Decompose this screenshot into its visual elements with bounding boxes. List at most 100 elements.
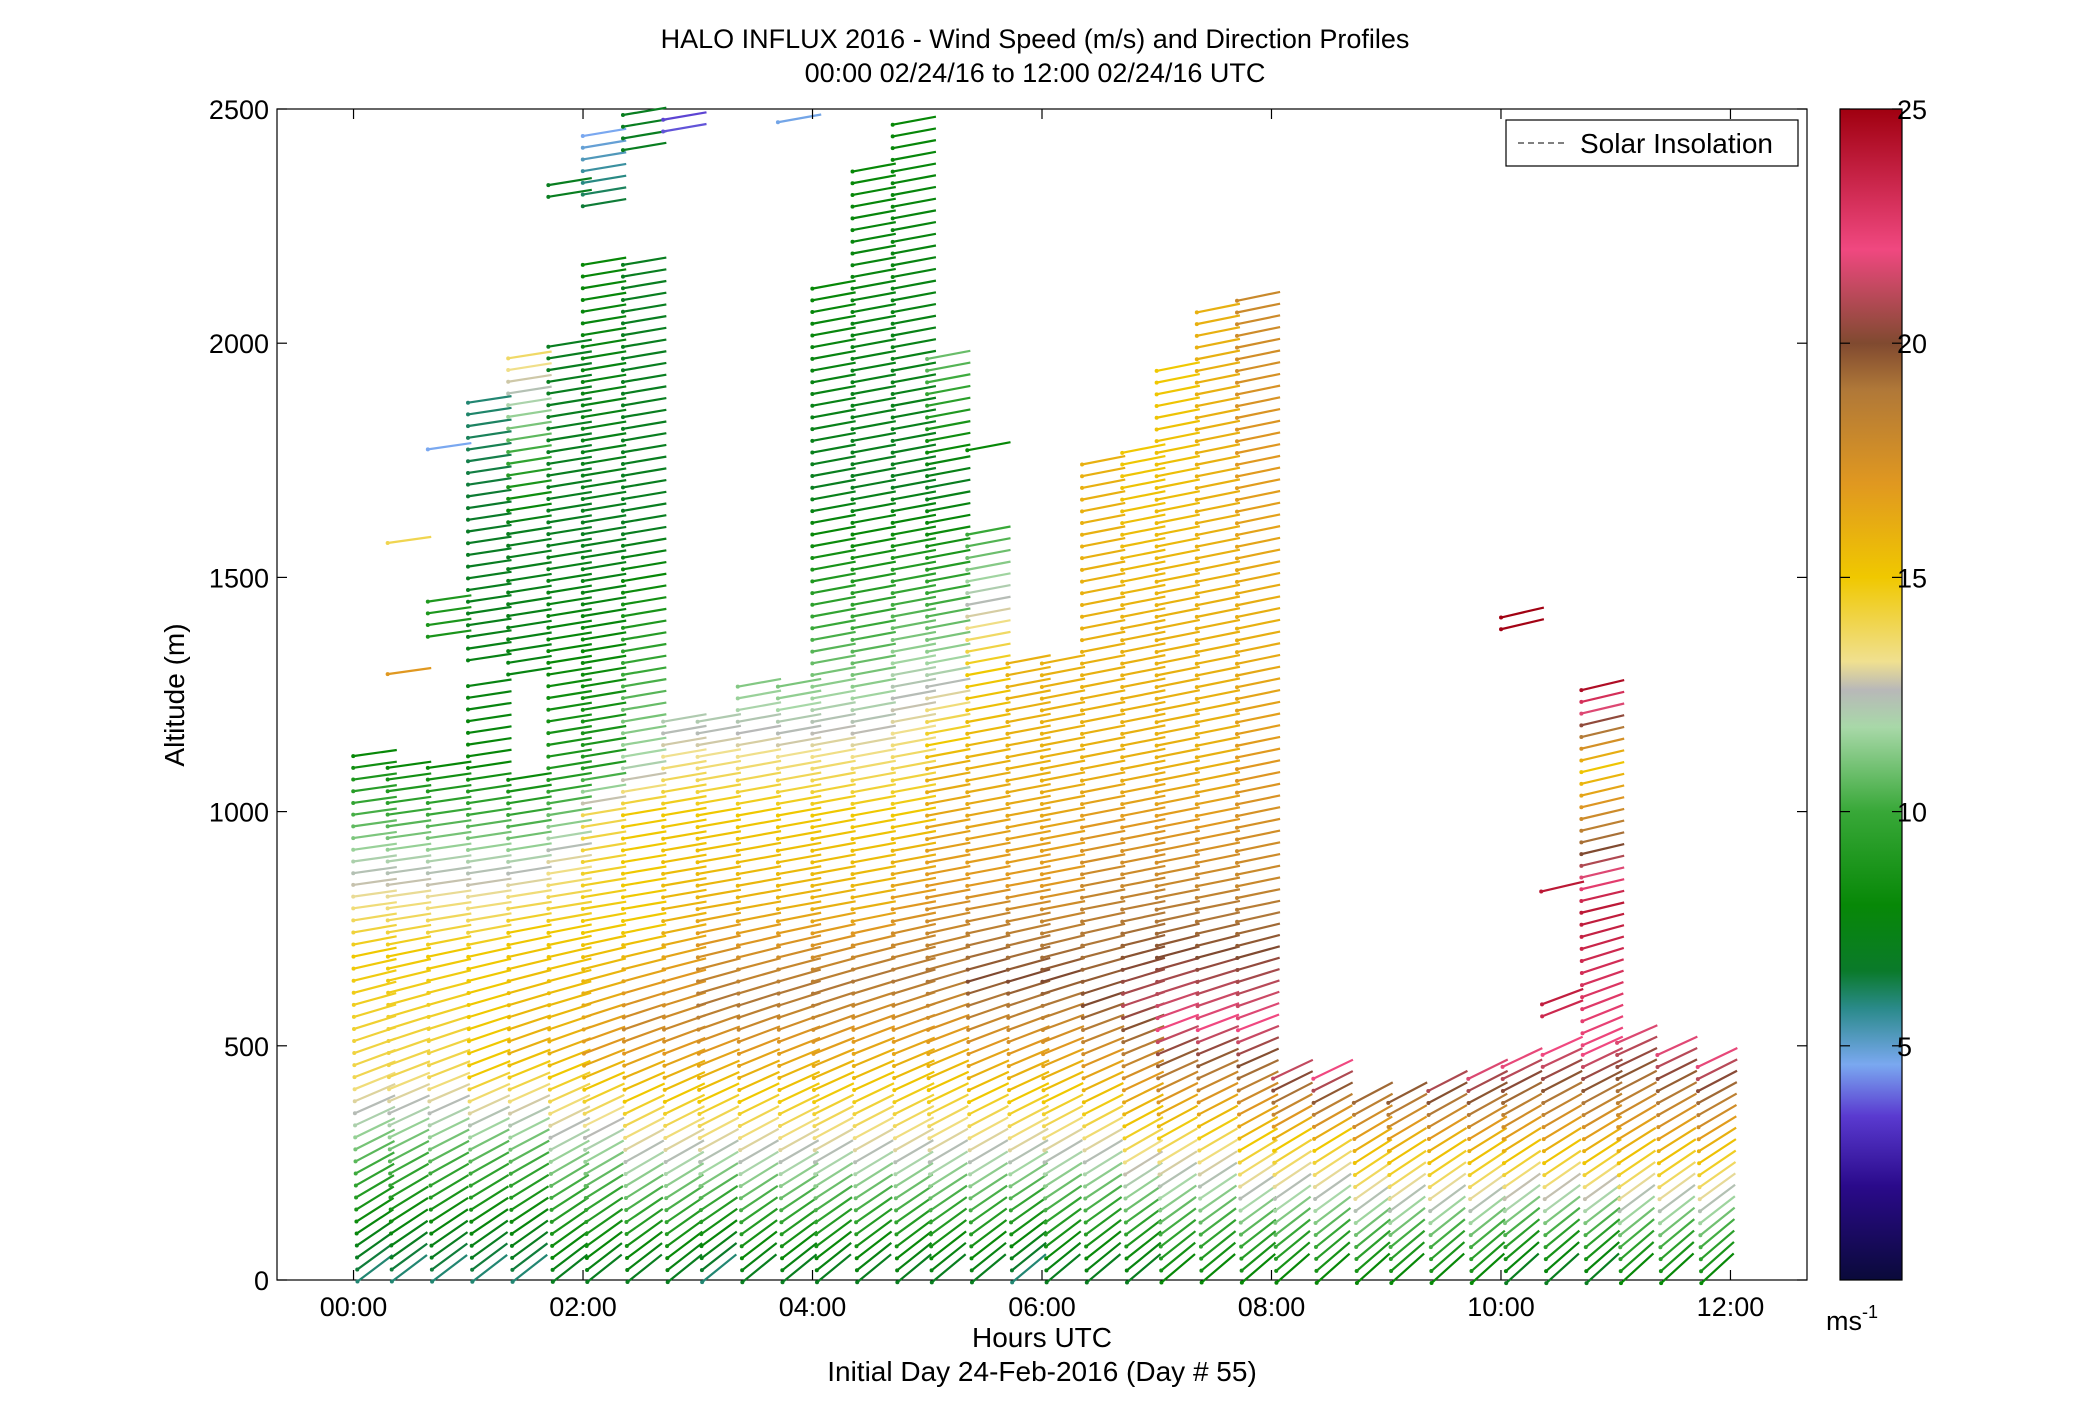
wind-barb [892, 689, 937, 700]
wind-barb-origin [582, 1075, 587, 1080]
wind-barb-origin [891, 1015, 896, 1020]
wind-barb [548, 176, 592, 187]
wind-barb [1156, 490, 1201, 501]
wind-barb-origin [1584, 1281, 1589, 1286]
wind-barb-origin [965, 872, 970, 877]
wind-barb [387, 980, 432, 994]
wind-barb-origin [1388, 1257, 1393, 1262]
wind-barb [1581, 969, 1624, 987]
wind-barb [1081, 759, 1126, 771]
colorbar-unit-exponent: -1 [1862, 1302, 1878, 1322]
wind-barb [1430, 1252, 1465, 1284]
wind-barb [781, 1253, 818, 1284]
wind-barb [1156, 888, 1201, 899]
wind-barb-origin [890, 778, 895, 783]
wind-barb-origin [1271, 1124, 1276, 1129]
wind-barb-origin [508, 1135, 513, 1140]
wind-barb [431, 1231, 469, 1259]
wind-barb-origin [1541, 1088, 1546, 1093]
wind-barb-origin [622, 1111, 627, 1116]
wind-barb [892, 595, 937, 606]
wind-barb-origin [506, 379, 511, 384]
wind-barb [777, 865, 822, 876]
wind-barb-origin [1616, 1173, 1621, 1178]
wind-barb [582, 946, 627, 959]
wind-barb-origin [1314, 1256, 1319, 1261]
wind-barb-origin [1234, 497, 1239, 502]
wind-barb [697, 830, 742, 840]
wind-barb-origin [737, 1087, 742, 1092]
wind-barb-origin [1005, 979, 1010, 984]
wind-barb [926, 642, 971, 653]
wind-barb-origin [852, 1112, 857, 1117]
wind-barb [1045, 1230, 1082, 1260]
wind-barb-origin [1080, 1015, 1085, 1020]
wind-barb [353, 819, 397, 828]
wind-barb [584, 1082, 625, 1103]
wind-barb [1698, 1126, 1737, 1153]
wind-barb-origin [1120, 731, 1125, 736]
wind-barb-origin [352, 1063, 357, 1068]
wind-barb-origin [1428, 1221, 1433, 1226]
wind-barb-origin [890, 169, 895, 174]
wind-barb [1124, 1138, 1164, 1164]
wind-barb [1196, 630, 1241, 642]
wind-barb-origin [965, 591, 970, 596]
wind-barb-origin [620, 321, 625, 326]
wind-barb [623, 980, 667, 995]
wind-barb-origin [1080, 979, 1085, 984]
wind-barb-origin [546, 942, 551, 947]
wind-barb-origin [737, 1112, 742, 1117]
wind-barb-origin [351, 1014, 356, 1019]
wind-barb-origin [1007, 1100, 1012, 1105]
wind-barb-origin [810, 614, 815, 619]
wind-barb [1700, 1252, 1735, 1284]
wind-barb [469, 1139, 510, 1163]
wind-barb-origin [661, 848, 666, 853]
wind-barb-origin [585, 1267, 590, 1272]
wind-barb-origin [890, 134, 895, 139]
wind-barb [697, 806, 742, 817]
wind-barb-origin [546, 532, 551, 537]
wind-barb-origin [850, 216, 855, 221]
wind-barb-origin [1467, 1185, 1472, 1190]
wind-barb-origin [696, 1051, 701, 1056]
wind-barb [548, 514, 592, 524]
wind-barb-origin [814, 1268, 819, 1273]
wind-barb [548, 373, 592, 383]
wind-barb [1156, 864, 1201, 876]
wind-barb [548, 760, 592, 770]
wind-barb-origin [1544, 1281, 1549, 1286]
wind-barb [552, 1253, 589, 1283]
wind-barb-origin [1580, 1007, 1585, 1012]
wind-barb-origin [695, 731, 700, 736]
wind-barb [1581, 842, 1625, 856]
wind-barb [812, 759, 856, 770]
wind-barb [1273, 1104, 1313, 1128]
wind-barb-origin [1154, 860, 1159, 865]
wind-barb-origin [506, 813, 511, 818]
wind-barb-origin [967, 1100, 972, 1105]
wind-barb [1081, 782, 1126, 794]
wind-barb-origin [1311, 1112, 1316, 1117]
wind-barb-origin [736, 1003, 741, 1008]
wind-barb-origin [1234, 556, 1239, 561]
wind-barb [967, 441, 1011, 452]
wind-barb [812, 829, 856, 841]
wind-barb [1007, 818, 1051, 829]
wind-barb [852, 619, 896, 630]
wind-barb [892, 747, 937, 759]
wind-barb-origin [925, 591, 930, 596]
wind-barb [1010, 1219, 1048, 1248]
wind-barb [812, 900, 856, 911]
wind-barb-origin [1154, 427, 1159, 432]
wind-barb [1197, 1013, 1240, 1032]
wind-barb [1236, 337, 1281, 349]
wind-barb [622, 549, 667, 559]
wind-barb-origin [385, 836, 390, 841]
wind-barb [1041, 759, 1086, 770]
wind-barb-origin [1120, 860, 1125, 865]
wind-barb-origin [389, 1255, 394, 1260]
wind-barb-origin [352, 1087, 357, 1092]
